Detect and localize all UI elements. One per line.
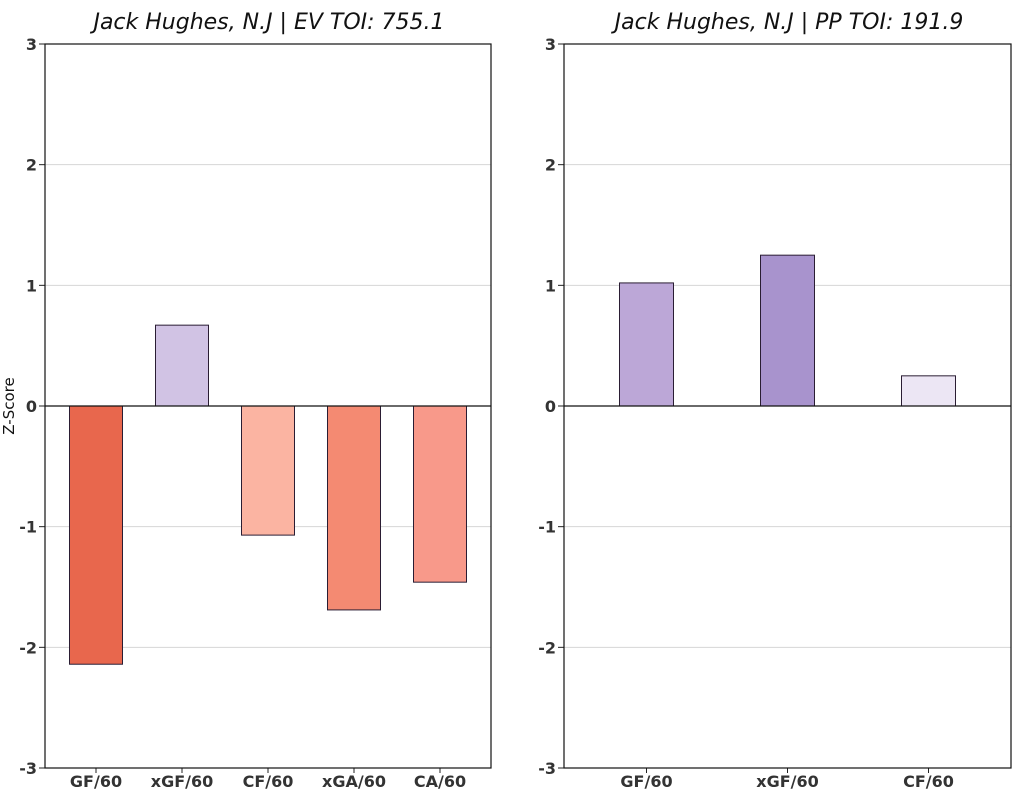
y-tick-label: 0 [545,397,556,416]
bar-cf-60 [241,405,295,536]
y-tick-label: -3 [538,759,556,778]
y-tick-label: 1 [26,276,37,295]
ev-chart-panel: Jack Hughes, N.J | EV TOI: 755.1 Z-Score… [0,10,492,791]
y-tick-label: -2 [538,638,556,657]
y-tick-label: 1 [545,276,556,295]
x-tick-label: CA/60 [414,772,466,791]
plot-frame [44,43,492,769]
y-tick-label: -1 [538,518,556,537]
bar-xga-60 [327,405,381,611]
pp-chart-title: Jack Hughes, N.J | PP TOI: 191.9 [611,10,964,35]
y-tick-label: -1 [19,518,37,537]
y-tick-label: 2 [26,156,37,175]
x-tick-label: GF/60 [70,772,122,791]
x-tick-label: CF/60 [243,772,294,791]
y-tick-label: 2 [545,156,556,175]
y-tick-label: -3 [19,759,37,778]
pp-chart-panel: Jack Hughes, N.J | PP TOI: 191.9 -3 -2 -1 0… [538,10,1012,791]
y-tick-label: -2 [19,638,37,657]
x-tick-label: CF/60 [903,772,954,791]
y-tick-label: 0 [26,397,37,416]
x-tick-label: xGA/60 [322,772,386,791]
x-tick-label: GF/60 [620,772,672,791]
ev-chart-title: Jack Hughes, N.J | EV TOI: 755.1 [89,10,444,35]
bar-xgf-60 [155,324,209,407]
y-axis-label: Z-Score [0,377,18,434]
plot-frame [563,43,1012,769]
y-tick-label: 3 [26,35,37,54]
bar-ca-60 [413,405,467,583]
y-tick-label: 3 [545,35,556,54]
x-tick-label: xGF/60 [151,772,214,791]
bar-xgf-60 [760,254,815,407]
bar-gf-60 [619,282,674,407]
bar-cf-60 [901,375,956,407]
x-tick-label: xGF/60 [756,772,819,791]
bar-gf-60 [69,405,123,665]
